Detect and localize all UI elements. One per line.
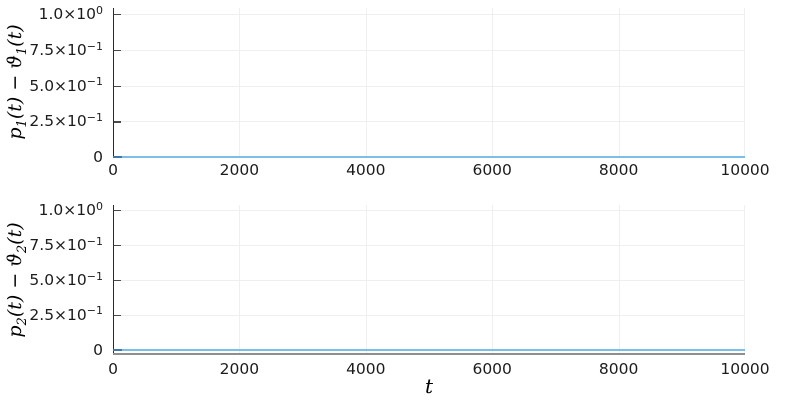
- gridline-v: [492, 205, 494, 355]
- x-tick-label: 6000: [472, 360, 512, 378]
- y-axis-spine: [113, 8, 115, 157]
- y-tick-label: 7.5×10−1: [29, 234, 103, 254]
- y-tick-label: 5.0×10−1: [29, 75, 103, 95]
- y-tick-mark: [113, 279, 121, 282]
- y-tick-label: 1.0×100: [38, 3, 103, 23]
- y-tick-mark: [113, 314, 121, 316]
- x-tick-label: 8000: [598, 161, 639, 179]
- x-tick-label: 6000: [472, 161, 512, 179]
- gridline-v: [618, 8, 620, 157]
- gridline-h: [113, 210, 745, 211]
- x-axis-label: t: [424, 374, 434, 398]
- x-tick-label: 2000: [219, 161, 260, 179]
- gridline-v: [365, 8, 367, 157]
- y-tick-mark: [113, 244, 121, 247]
- x-axis-spine: [113, 353, 745, 355]
- y-tick-mark: [113, 210, 121, 212]
- y-tick-label: 7.5×10−1: [29, 39, 103, 59]
- gridline-v: [492, 8, 494, 157]
- gridline-h: [113, 85, 745, 87]
- x-tick-label: 4000: [346, 161, 386, 179]
- gridline-v: [743, 205, 745, 355]
- gridline-v: [743, 8, 745, 157]
- gridline-h: [113, 49, 745, 51]
- gridline-v: [239, 8, 241, 157]
- x-tick-label: 2000: [219, 360, 260, 378]
- plot2-area: [113, 205, 745, 355]
- y-tick-label: 1.0×100: [38, 199, 103, 219]
- x-tick-label: 0: [108, 161, 118, 179]
- y-tick-label: 5.0×10−1: [29, 269, 103, 289]
- plot1-area: [113, 8, 745, 158]
- y-tick-mark: [113, 14, 121, 16]
- gridline-h: [113, 121, 745, 123]
- plot2-y-axis-label: p2(t) − ϑ2(t): [4, 222, 30, 338]
- series-line-p2: [113, 348, 745, 351]
- y-axis-spine: [113, 205, 115, 355]
- y-tick-label: 2.5×10−1: [29, 111, 103, 131]
- x-tick-label: 10000: [720, 360, 770, 378]
- y-tick-label: 0: [93, 340, 103, 359]
- y-tick-label: 0: [93, 147, 103, 166]
- y-tick-zero-overlap: [113, 348, 122, 351]
- y-tick-mark: [113, 49, 121, 52]
- y-tick-mark: [113, 85, 121, 87]
- gridline-h: [113, 314, 745, 316]
- x-tick-label: 0: [108, 360, 118, 378]
- x-tick-label: 8000: [598, 360, 639, 378]
- x-tick-label: 10000: [720, 161, 770, 179]
- series-line-p1: [113, 155, 745, 158]
- gridline-v: [239, 205, 241, 355]
- gridline-h: [113, 14, 745, 15]
- gridline-v: [618, 205, 620, 355]
- y-tick-mark: [113, 121, 121, 123]
- plot1-y-axis-label: p1(t) − ϑ1(t): [4, 24, 30, 140]
- gridline-h: [113, 244, 745, 246]
- y-tick-label: 2.5×10−1: [29, 304, 103, 324]
- gridline-v: [365, 205, 367, 355]
- y-tick-zero-overlap: [113, 155, 122, 158]
- x-tick-label: 4000: [346, 360, 386, 378]
- gridline-h: [113, 279, 745, 281]
